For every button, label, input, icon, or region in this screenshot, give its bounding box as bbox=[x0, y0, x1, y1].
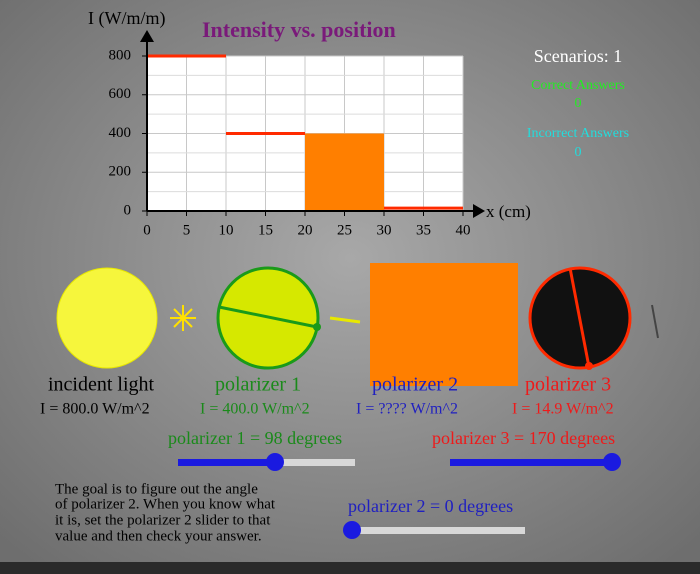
x-tick-label: 0 bbox=[143, 222, 151, 238]
x-tick-label: 35 bbox=[416, 222, 431, 238]
y-tick-label: 800 bbox=[109, 47, 132, 63]
incident-light bbox=[56, 267, 158, 369]
stage-labels: incident light I = 800.0 W/m^2 polarizer… bbox=[40, 374, 614, 418]
stage-name: polarizer 1 bbox=[215, 374, 301, 396]
y-tick-label: 600 bbox=[109, 86, 132, 102]
x-tick-label: 20 bbox=[298, 222, 313, 238]
beam bbox=[329, 316, 361, 324]
polarizer-1-axis bbox=[218, 305, 318, 329]
optics bbox=[56, 263, 659, 386]
slider-thumb[interactable] bbox=[343, 521, 361, 539]
slider-label: polarizer 1 = 98 degrees bbox=[168, 428, 342, 448]
polarizer-2 bbox=[370, 263, 518, 386]
incorrect-label: Incorrect Answers bbox=[527, 126, 629, 141]
polarizer-1-dot bbox=[313, 323, 321, 331]
x-axis-label: x (cm) bbox=[486, 202, 531, 221]
x-tick-label: 15 bbox=[258, 222, 273, 238]
polarizer-3-axis bbox=[568, 267, 591, 368]
chart: I (W/m/m) Intensity vs. position x (cm) … bbox=[88, 8, 531, 238]
y-tick-label: 200 bbox=[109, 164, 132, 180]
stage-name: incident light bbox=[48, 374, 155, 396]
stage-name: polarizer 2 bbox=[372, 374, 458, 396]
y-axis-label: I (W/m/m) bbox=[88, 8, 165, 29]
sliders: polarizer 1 = 98 degrees polarizer 3 = 1… bbox=[168, 428, 621, 539]
x-tick-label: 30 bbox=[377, 222, 392, 238]
polarizer-3-dot bbox=[585, 362, 593, 370]
scenarios: Scenarios: 1 bbox=[534, 46, 622, 66]
scoreboard: Scenarios: 1 Correct Answers 0 Incorrect… bbox=[527, 46, 629, 160]
slider-label: polarizer 2 = 0 degrees bbox=[348, 496, 513, 516]
instructions: The goal is to figure out the angle of p… bbox=[55, 481, 276, 544]
instruction-line: it is, set the polarizer 2 slider to tha… bbox=[55, 512, 271, 528]
stage-intensity: I = 800.0 W/m^2 bbox=[40, 401, 150, 418]
slider-thumb[interactable] bbox=[603, 453, 621, 471]
chart-title: Intensity vs. position bbox=[202, 17, 396, 42]
correct-count: 0 bbox=[575, 96, 582, 111]
slider-track bbox=[352, 527, 525, 534]
instruction-line: value and then check your answer. bbox=[55, 528, 262, 544]
slider-fill bbox=[178, 459, 275, 466]
light-source bbox=[170, 305, 196, 331]
instruction-line: The goal is to figure out the angle bbox=[55, 481, 258, 497]
stage-name: polarizer 3 bbox=[525, 374, 611, 396]
stage-intensity: I = 400.0 W/m^2 bbox=[200, 401, 310, 418]
x-tick-label: 5 bbox=[183, 222, 191, 238]
stage-intensity: I = ???? W/m^2 bbox=[356, 401, 458, 418]
cursor bbox=[651, 304, 659, 339]
correct-label: Correct Answers bbox=[531, 78, 625, 93]
x-tick-label: 40 bbox=[456, 222, 471, 238]
slider-fill bbox=[450, 459, 612, 466]
x-axis-arrow bbox=[473, 204, 485, 218]
bar bbox=[305, 133, 384, 211]
bezel bbox=[0, 562, 700, 574]
slider-thumb[interactable] bbox=[266, 453, 284, 471]
slider-label: polarizer 3 = 170 degrees bbox=[432, 428, 615, 448]
y-tick-label: 400 bbox=[109, 125, 132, 141]
y-axis-arrow bbox=[140, 30, 154, 42]
slider-track bbox=[275, 459, 355, 466]
x-tick-label: 10 bbox=[219, 222, 234, 238]
x-tick-label: 25 bbox=[337, 222, 352, 238]
y-tick-label: 0 bbox=[124, 202, 132, 218]
instruction-line: of polarizer 2. When you know what bbox=[55, 496, 276, 512]
incorrect-count: 0 bbox=[575, 145, 582, 160]
stage-intensity: I = 14.9 W/m^2 bbox=[512, 401, 614, 418]
